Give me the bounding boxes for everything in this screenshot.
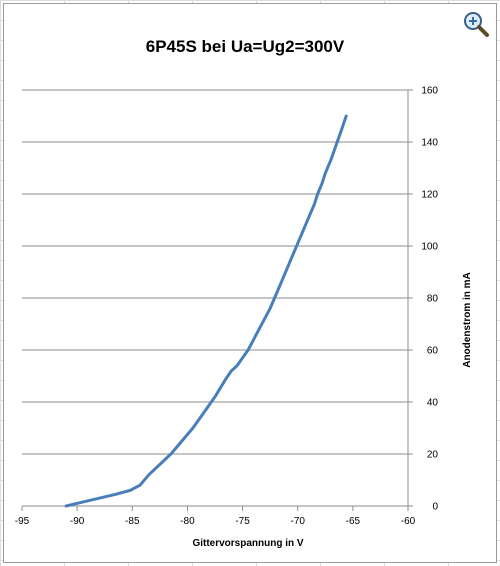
- x-tick-label: -90: [70, 516, 85, 527]
- series-layer: [64, 114, 348, 508]
- x-tick-label: -70: [290, 516, 305, 527]
- x-tick-label: -60: [401, 516, 416, 527]
- x-tick-labels: -95 -90 -85 -80 -75 -70 -65 -60: [15, 516, 416, 527]
- x-tick-label: -65: [346, 516, 361, 527]
- y-tick-label: 120: [421, 190, 438, 201]
- y-tick-label: 160: [421, 86, 438, 97]
- y-tick-label: 20: [427, 450, 439, 461]
- y-tick-label: 140: [421, 138, 438, 149]
- gridlines: [22, 89, 408, 455]
- y-tick-labels: 0 20 40 60 80 100 120 140 160: [421, 86, 438, 513]
- y-tick-label: 40: [427, 398, 439, 409]
- chart-title: 6P45S bei Ua=Ug2=300V: [146, 37, 345, 56]
- y-tick-label: 100: [421, 242, 438, 253]
- x-axis-title: Gittervorspannung in V: [192, 538, 303, 549]
- x-tick-label: -95: [15, 516, 30, 527]
- axes: [21, 89, 413, 511]
- x-tick-label: -85: [125, 516, 140, 527]
- y-axis-title: Anodenstrom in mA: [462, 272, 473, 368]
- y-tick-label: 80: [427, 294, 439, 305]
- x-tick-label: -75: [235, 516, 250, 527]
- x-tick-label: -80: [180, 516, 195, 527]
- chart-area[interactable]: [3, 3, 497, 563]
- zoom-in-magnifier-icon[interactable]: [462, 10, 490, 38]
- y-tick-label: 0: [432, 502, 438, 513]
- y-tick-label: 60: [427, 346, 439, 357]
- series-line: [64, 114, 348, 508]
